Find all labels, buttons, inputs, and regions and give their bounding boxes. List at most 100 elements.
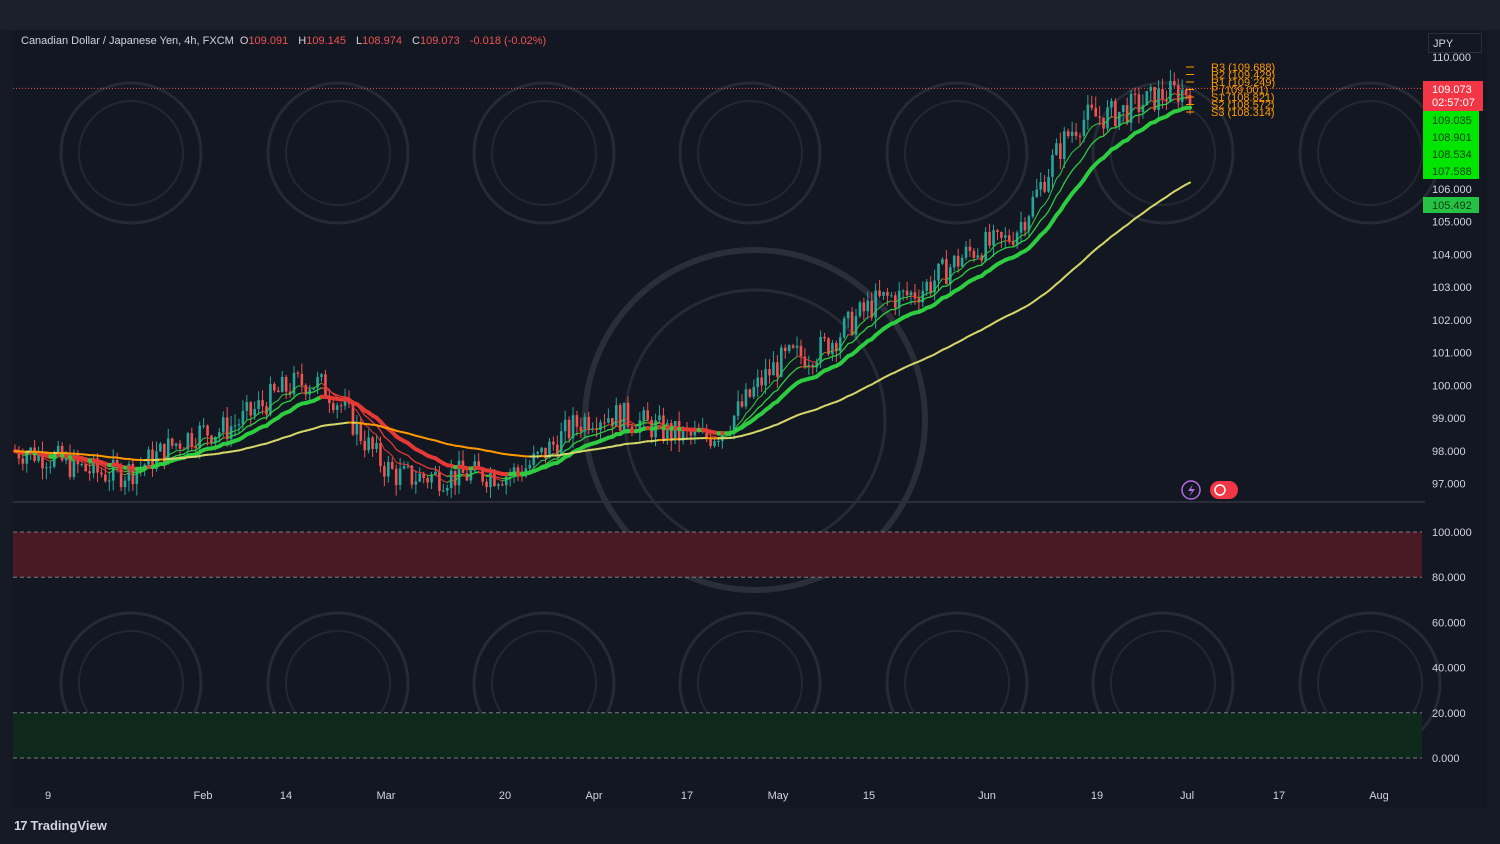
candle-body <box>493 473 496 486</box>
candle-body <box>693 430 697 436</box>
ema-medium-segment <box>627 423 633 426</box>
ema-medium-segment <box>886 308 893 313</box>
candle-body <box>249 402 253 416</box>
ema-fast-segment <box>906 295 912 298</box>
candle-body <box>996 230 999 233</box>
candle-body <box>178 443 182 449</box>
ema-medium-segment <box>819 358 826 363</box>
ema-fast-segment <box>258 411 264 414</box>
ema-medium-segment <box>792 367 798 373</box>
ema-fast-segment <box>776 372 782 381</box>
candle-body <box>901 290 905 292</box>
candle-body <box>296 372 300 374</box>
ema-fast-segment <box>332 393 338 398</box>
ema-fast-segment <box>753 398 759 406</box>
ema-fast-segment <box>863 316 869 322</box>
candle-body <box>744 389 748 407</box>
ema-fast-segment <box>73 459 79 462</box>
ema-medium-segment <box>1024 236 1030 242</box>
ema-fast-segment <box>210 438 216 440</box>
ema-fast-segment <box>458 475 464 478</box>
candle-body <box>1062 131 1066 160</box>
candle-body <box>390 461 394 469</box>
candle-body <box>1129 93 1133 123</box>
ema-fast-segment <box>855 323 861 332</box>
high-label: H <box>298 35 307 47</box>
ema-fast-segment <box>281 393 287 396</box>
ema-medium-segment <box>599 430 606 434</box>
brand-name: TradingView <box>30 818 107 833</box>
alert-badge-icon[interactable] <box>1210 481 1238 499</box>
candle-body <box>430 474 433 483</box>
ema-medium-segment <box>572 441 578 445</box>
candle-body <box>123 480 127 488</box>
candle-body <box>780 347 783 377</box>
symbol-legend[interactable]: Canadian Dollar / Japanese Yen, 4h, FXCM… <box>21 35 553 47</box>
candle-body <box>1094 107 1098 117</box>
ema-fast-segment <box>882 301 888 305</box>
ema-medium-segment <box>242 426 248 432</box>
ema-fast-segment <box>631 422 637 426</box>
ema-medium-segment <box>1020 239 1026 243</box>
candle-body <box>21 458 25 464</box>
ema-fast-segment <box>254 412 260 418</box>
ema-fast-segment <box>953 270 959 273</box>
ema-medium-segment <box>423 465 429 469</box>
candle-body <box>544 447 547 459</box>
ema-fast-segment <box>996 241 1002 245</box>
chart-pane[interactable] <box>13 30 1425 808</box>
candle-body <box>556 444 559 456</box>
price-tick-label: 110.000 <box>1432 52 1471 64</box>
ema-fast-segment <box>788 359 794 364</box>
candle-body <box>182 448 186 450</box>
candle-body <box>709 437 712 446</box>
ema-fast-segment <box>969 259 975 262</box>
candle-body <box>1000 232 1003 238</box>
lightning-icon[interactable] <box>1181 480 1201 500</box>
ema-medium-segment <box>603 429 610 433</box>
candle-body <box>1106 107 1109 129</box>
candle-body <box>104 474 107 482</box>
candle-body <box>909 292 913 296</box>
candle-body <box>858 302 862 317</box>
ema-fast-segment <box>234 428 240 432</box>
ema-medium-segment <box>104 466 110 470</box>
currency-selector[interactable]: JPY <box>1428 33 1482 53</box>
candle-body <box>819 336 822 363</box>
candle-body <box>276 390 280 393</box>
ema-medium-segment <box>1146 107 1152 112</box>
ema-medium-segment <box>851 338 857 344</box>
candle-body <box>646 410 649 421</box>
ema-medium-segment <box>544 460 551 466</box>
ema-fast-segment <box>816 355 822 363</box>
ema-fast-segment <box>226 431 232 435</box>
ema-medium-segment <box>816 361 822 367</box>
pivot-label: S2 (108.572) <box>1211 100 1275 112</box>
candle-body <box>831 343 834 355</box>
candle-body <box>1055 143 1058 155</box>
ema-fast-segment <box>898 297 904 301</box>
tradingview-logo[interactable]: 17 TradingView <box>14 818 107 833</box>
ema-fast-segment <box>100 467 106 472</box>
symbol-name[interactable]: Canadian Dollar / Japanese Yen, 4h, FXCM <box>21 35 234 47</box>
ema-medium-segment <box>863 326 869 332</box>
candle-body <box>1074 131 1078 136</box>
candle-body <box>304 385 308 395</box>
candle-body <box>1133 93 1137 95</box>
candle-body <box>1015 232 1019 245</box>
ema-fast-segment <box>77 460 83 463</box>
candle-body <box>170 438 174 446</box>
ema-fast-segment <box>431 473 436 476</box>
price-tick-label: 97.000 <box>1432 479 1466 491</box>
candle-body <box>835 343 838 352</box>
candle-body <box>308 389 312 395</box>
ema-medium-segment <box>595 432 602 436</box>
ema-medium-segment <box>592 433 598 436</box>
ema-fast-segment <box>454 476 460 482</box>
ema-fast-segment <box>1107 115 1112 122</box>
candle-body <box>37 452 40 461</box>
ema-medium-segment <box>442 473 448 478</box>
time-tick-label: Apr <box>585 790 602 802</box>
candle-body <box>976 255 980 258</box>
